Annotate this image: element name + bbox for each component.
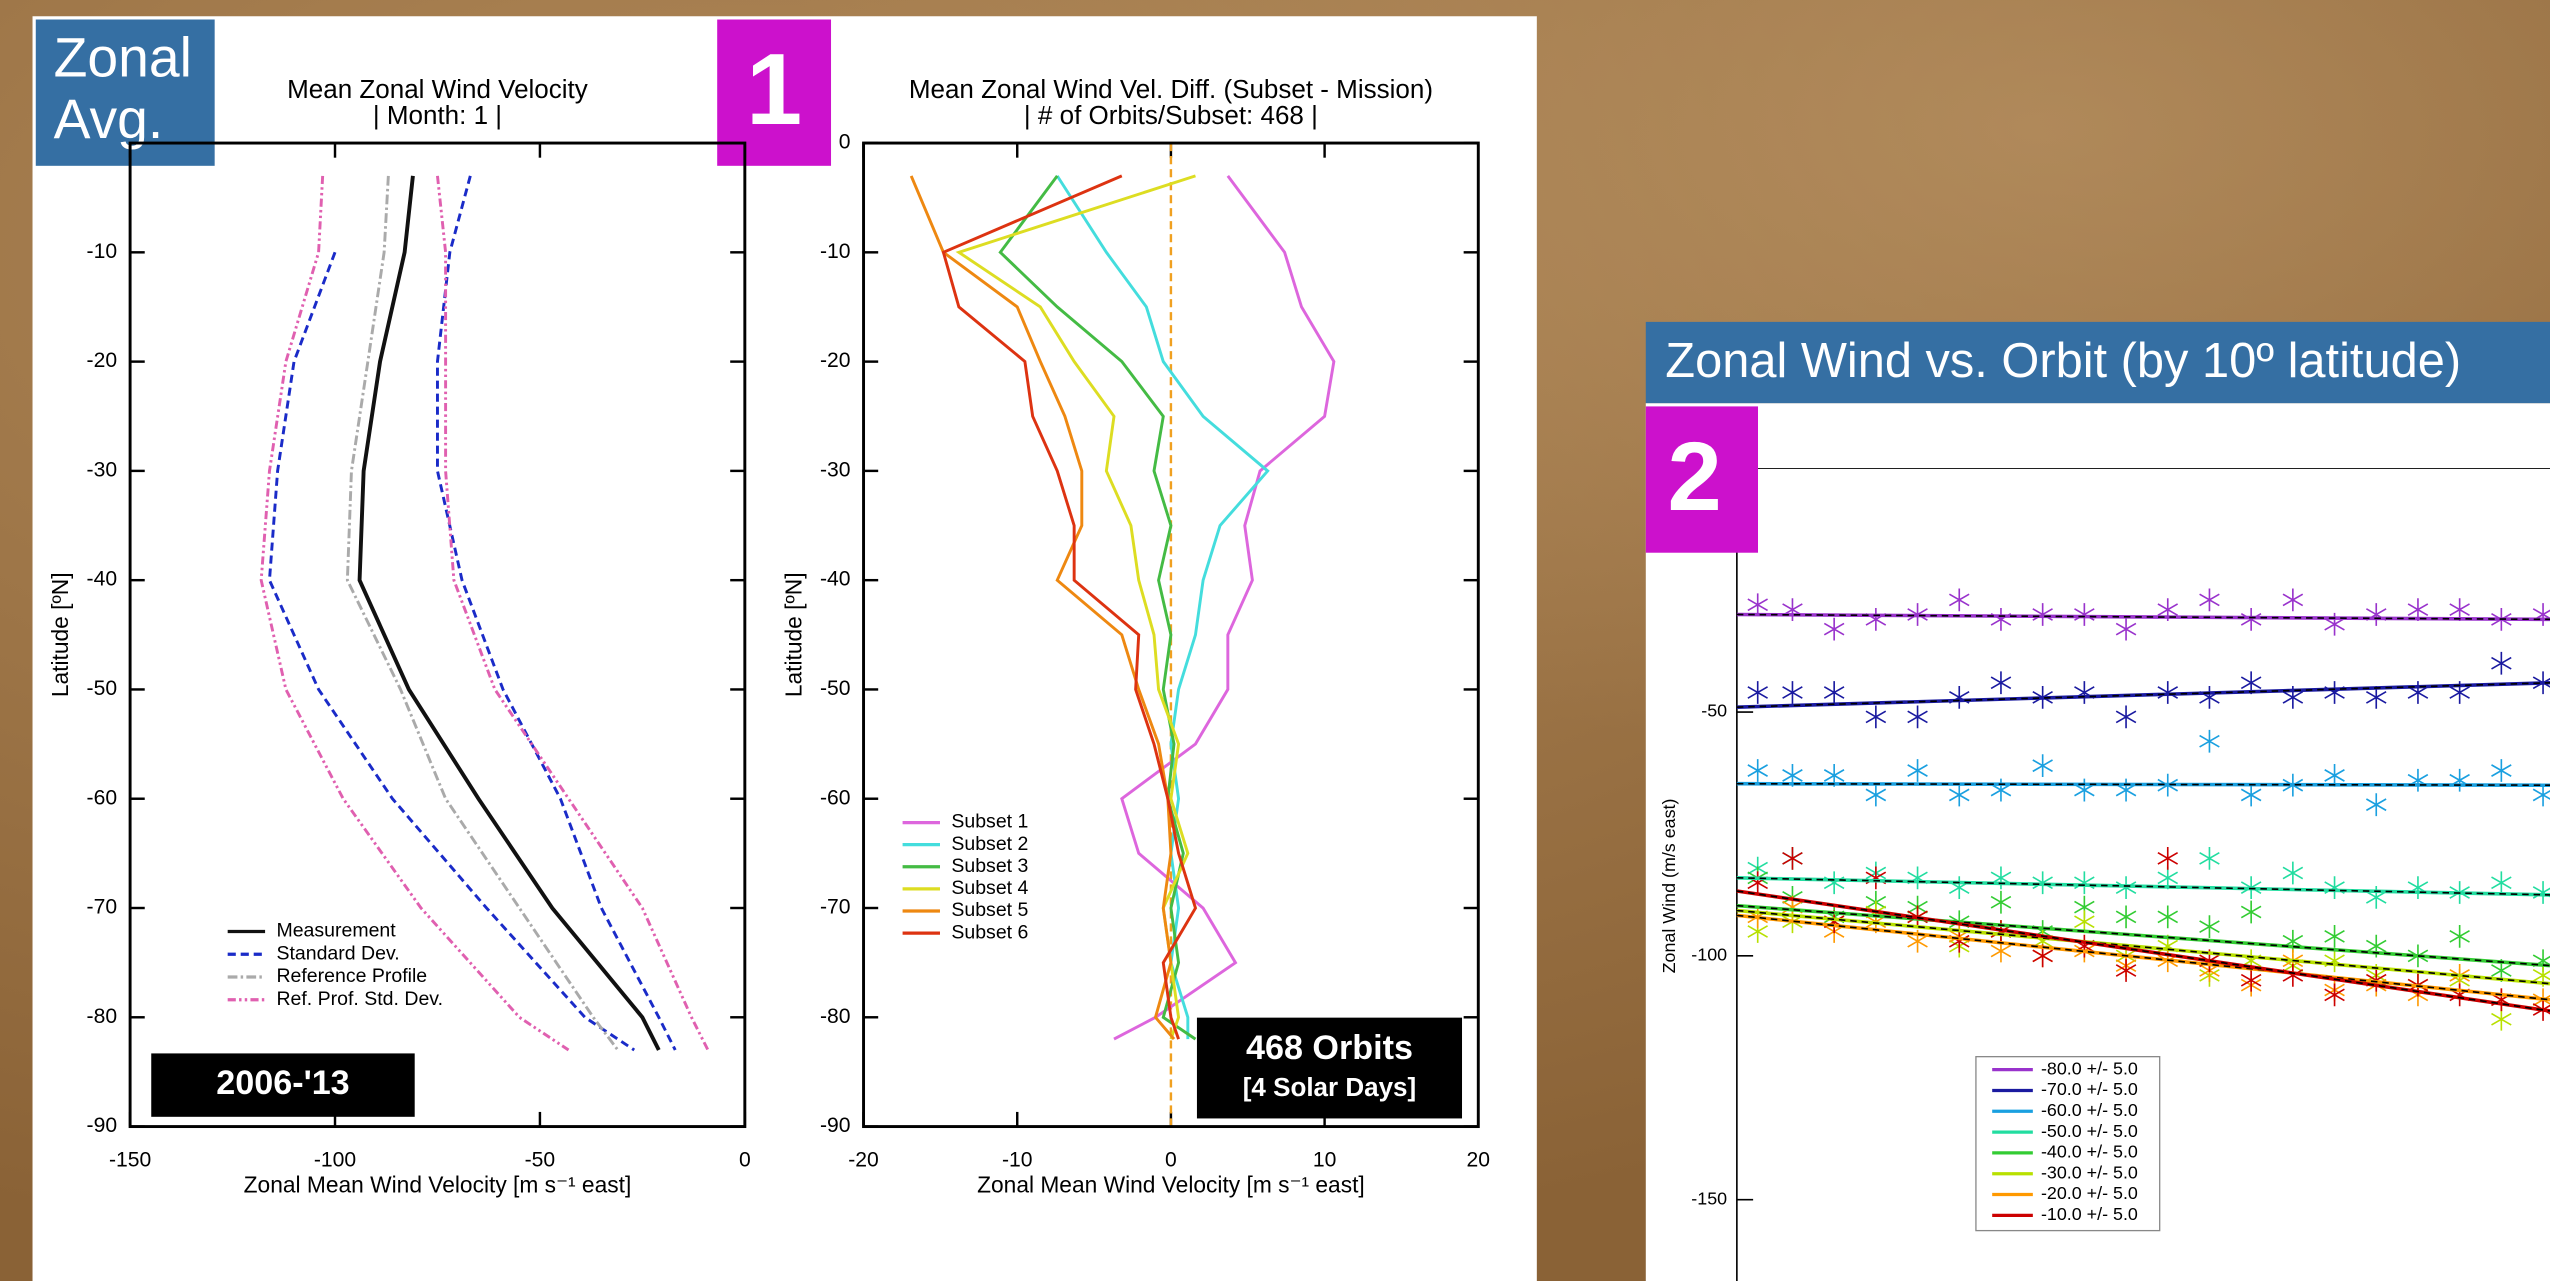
y-axis-title: Latitude [ºN] [47, 572, 73, 697]
x-tick-label: -50 [525, 1148, 556, 1171]
legend-label: -50.0 +/- 5.0 [2041, 1121, 2138, 1141]
legend-label: -60.0 +/- 5.0 [2041, 1100, 2138, 1120]
legend-label: Subset 4 [951, 877, 1028, 899]
annotation-text: [4 Solar Days] [1243, 1072, 1416, 1102]
y-tick-label: -70 [820, 896, 851, 919]
y-tick-label: -10 [87, 240, 118, 263]
legend-label: Subset 6 [951, 921, 1028, 943]
y-tick-label: -50 [87, 677, 118, 700]
y-tick-label: -70 [87, 896, 118, 919]
y-tick-label: -100 [1691, 945, 1727, 965]
y-tick-label: -80 [820, 1005, 851, 1028]
x-tick-label: 0 [1165, 1148, 1177, 1171]
legend-label: -80.0 +/- 5.0 [2041, 1058, 2138, 1078]
x-axis-title: Zonal Mean Wind Velocity [m s⁻¹ east] [977, 1172, 1365, 1198]
legend-label: Measurement [276, 920, 396, 942]
chart-subtitle: | # of Orbits/Subset: 468 | [1024, 100, 1318, 130]
x-tick-label: -100 [314, 1148, 356, 1171]
y-tick-label: -10 [820, 240, 851, 263]
x-tick-label: 10 [1313, 1148, 1337, 1171]
y-tick-label: -20 [87, 349, 118, 372]
x-tick-label: 20 [1467, 1148, 1491, 1171]
zonal-badge-line: Avg. [54, 88, 164, 150]
legend-label: Reference Profile [276, 965, 427, 987]
y-tick-label: -60 [87, 786, 118, 809]
legend-label: -70.0 +/- 5.0 [2041, 1079, 2138, 1099]
y-tick-label: -60 [820, 786, 851, 809]
x-axis-title: Zonal Mean Wind Velocity [m s⁻¹ east] [244, 1172, 632, 1198]
annotation-text: 2006-'13 [216, 1064, 349, 1102]
y-axis-title: Latitude [ºN] [780, 572, 806, 697]
legend-label: -40.0 +/- 5.0 [2041, 1142, 2138, 1162]
trend-line [1737, 784, 2550, 785]
legend-label: Subset 1 [951, 811, 1028, 833]
legend-label: -20.0 +/- 5.0 [2041, 1183, 2138, 1203]
y-axis-title: Zonal Wind (m/s east) [1659, 799, 1679, 974]
y-tick-label: -90 [87, 1114, 118, 1137]
y-tick-label: -90 [820, 1114, 851, 1137]
x-tick-label: -150 [109, 1148, 151, 1171]
x-tick-label: 0 [739, 1148, 751, 1171]
y-tick-label: -50 [1701, 701, 1727, 721]
y-tick-label: -50 [820, 677, 851, 700]
y-tick-label: -40 [820, 568, 851, 591]
legend-label: Subset 3 [951, 855, 1028, 877]
header-title: Zonal Wind vs. Orbit (by 10º latitude) [1665, 334, 2461, 388]
legend-label: Ref. Prof. Std. Dev. [276, 988, 443, 1010]
legend-label: Standard Dev. [276, 942, 399, 964]
legend-label: Subset 5 [951, 899, 1028, 921]
x-tick-label: -20 [848, 1148, 879, 1171]
y-tick-label: -30 [87, 458, 118, 481]
y-tick-label: -80 [87, 1005, 118, 1028]
legend-label: -30.0 +/- 5.0 [2041, 1162, 2138, 1182]
y-tick-label: -20 [820, 349, 851, 372]
x-tick-label: -10 [1002, 1148, 1033, 1171]
page: { "labels": {"zonal_avg": ["Zonal", "Avg… [0, 0, 2550, 1281]
legend-label: -10.0 +/- 5.0 [2041, 1204, 2138, 1224]
annotation-text: 468 Orbits [1246, 1029, 1413, 1067]
legend-label: Subset 2 [951, 833, 1028, 855]
slide: Zonal Wind vs. Orbit (by 10º latitude) Z… [0, 0, 2550, 1281]
zonal-badge-line: Zonal [54, 26, 192, 88]
y-tick-label: -30 [820, 458, 851, 481]
y-tick-label: 0 [839, 131, 851, 154]
y-tick-label: -40 [87, 568, 118, 591]
number-badge-text: 2 [1667, 422, 1721, 531]
number-badge-text: 1 [746, 34, 802, 146]
y-tick-label: -150 [1691, 1188, 1727, 1208]
chart-subtitle: | Month: 1 | [373, 100, 502, 130]
